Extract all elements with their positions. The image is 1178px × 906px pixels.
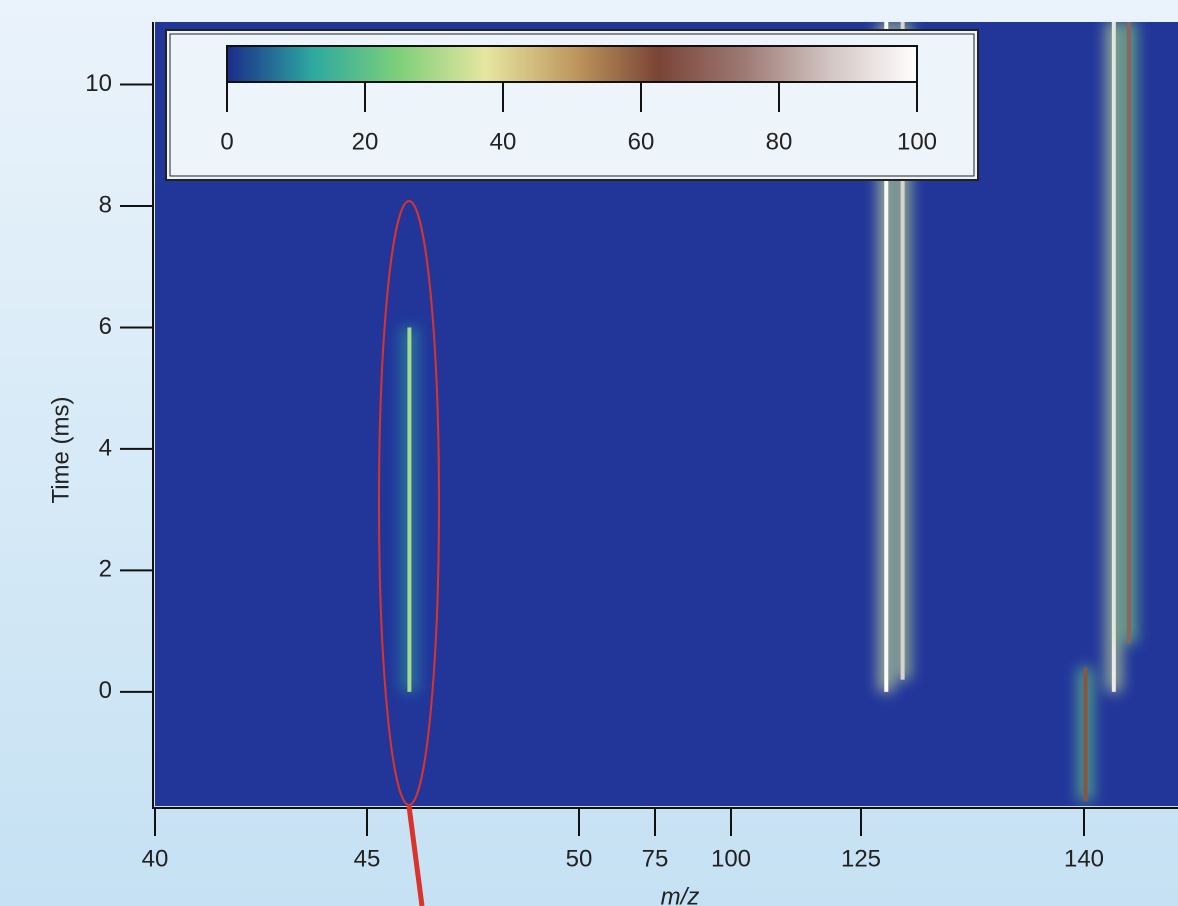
pointer-line [406, 805, 425, 906]
streak [1126, 22, 1131, 644]
y-tick-label: 10 [85, 70, 112, 97]
x-tick-label: 140 [1064, 845, 1104, 872]
streak [900, 22, 905, 680]
x-tick-label: 75 [642, 845, 669, 872]
streak [1111, 22, 1116, 692]
y-tick-label: 8 [99, 191, 112, 218]
y-tick-label: 4 [99, 434, 112, 461]
streak [407, 327, 412, 692]
colorbar-tick-label: 60 [628, 128, 655, 155]
colorbar-tick-label: 0 [220, 128, 233, 155]
colorbar-tick-label: 40 [490, 128, 517, 155]
colorbar: 0 20 40 60 80 100 [165, 29, 979, 181]
y-tick-label: 0 [99, 677, 112, 704]
x-tick-label: 45 [354, 845, 381, 872]
x-tick-label: 100 [711, 845, 751, 872]
highlight-ellipse [378, 200, 440, 806]
streak-layer [401, 22, 1137, 802]
x-tick-label: 50 [566, 845, 593, 872]
y-axis-label: Time (ms) [47, 396, 74, 503]
y-tick-label: 6 [99, 313, 112, 340]
y-tick-label: 2 [99, 556, 112, 583]
colorbar-tick-label: 100 [897, 128, 937, 155]
x-axis-label: m/z [661, 883, 700, 906]
colorbar-frame-inner [169, 33, 975, 177]
streak [1083, 667, 1088, 802]
colorbar-tick-label: 20 [352, 128, 379, 155]
streak [884, 22, 889, 692]
x-tick-label: 125 [841, 845, 881, 872]
colorbar-gradient [226, 45, 918, 83]
x-tick-label: 40 [142, 845, 169, 872]
colorbar-tick-label: 80 [766, 128, 793, 155]
